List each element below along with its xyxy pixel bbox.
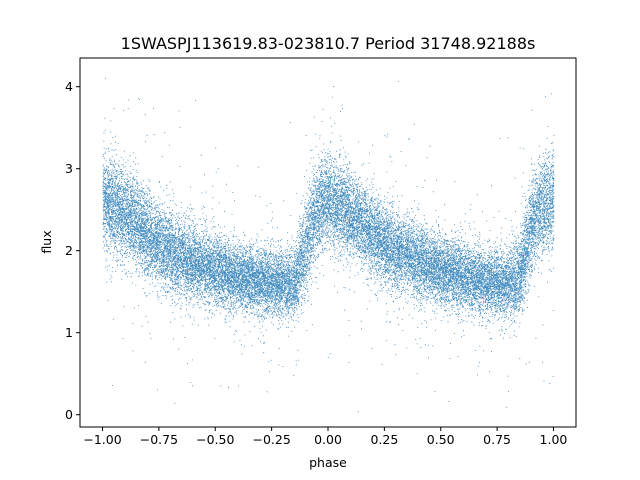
y-tick-label: 1 <box>65 325 73 340</box>
x-tick-label: −1.00 <box>83 432 121 447</box>
y-tick-label: 3 <box>65 161 73 176</box>
y-axis-label: flux <box>39 230 54 253</box>
x-tick-label: 0.00 <box>314 432 342 447</box>
scatter-points <box>102 77 555 413</box>
y-tick-label: 2 <box>65 243 73 258</box>
x-tick-label: −0.75 <box>140 432 178 447</box>
x-axis: −1.00 −0.75 −0.50 −0.25 0.00 0.25 0.50 0.75 1.00 <box>83 427 567 447</box>
x-tick-label: 0.75 <box>483 432 511 447</box>
x-tick-label: −0.25 <box>252 432 290 447</box>
y-axis: 0 1 2 3 4 <box>65 79 80 422</box>
x-tick-label: 0.25 <box>370 432 398 447</box>
flux-points <box>102 77 555 413</box>
x-tick-label: 0.50 <box>427 432 455 447</box>
x-axis-label: phase <box>309 455 347 470</box>
chart-title: 1SWASPJ113619.83-023810.7 Period 31748.9… <box>121 34 536 53</box>
x-tick-label: 1.00 <box>540 432 568 447</box>
y-tick-label: 0 <box>65 407 73 422</box>
x-tick-label: −0.50 <box>196 432 234 447</box>
y-tick-label: 4 <box>65 79 73 94</box>
